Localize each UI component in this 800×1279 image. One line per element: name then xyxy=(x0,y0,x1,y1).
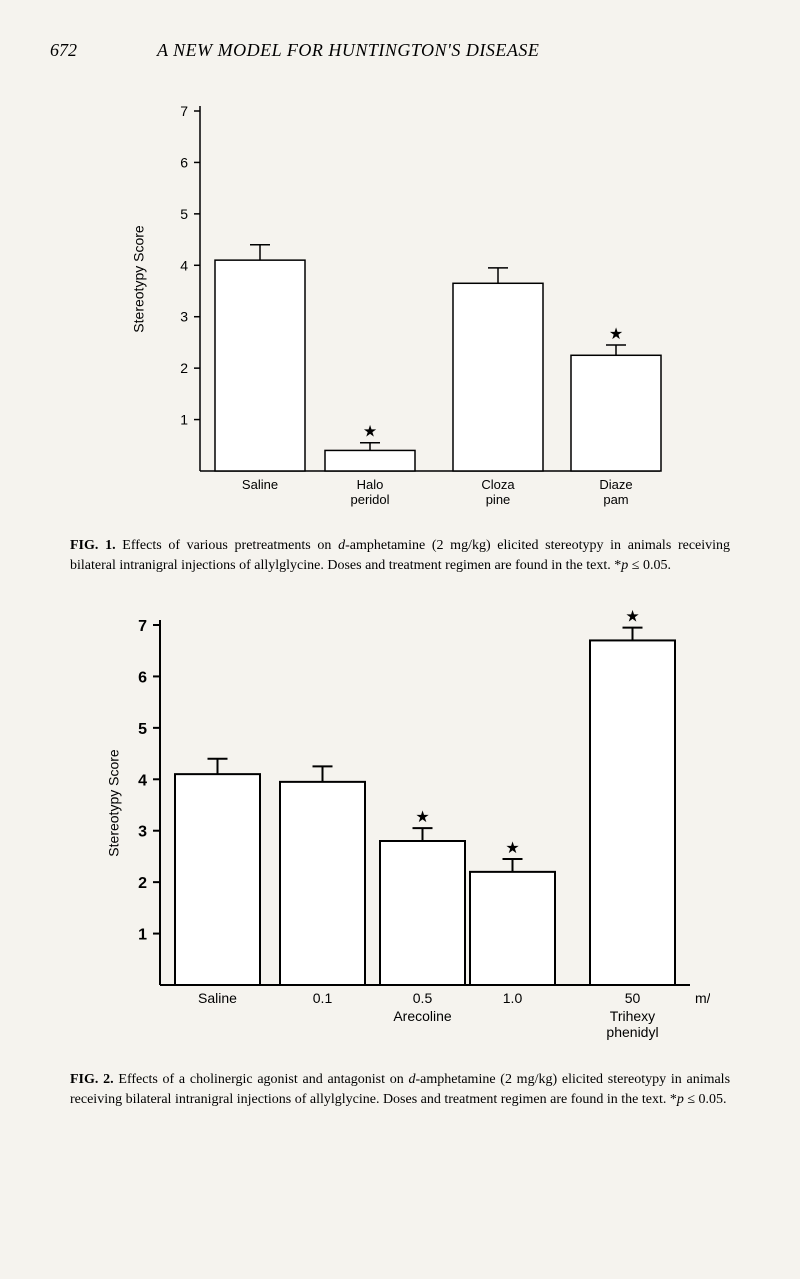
fig1-caption-label: FIG. 1. xyxy=(70,538,116,553)
svg-text:2: 2 xyxy=(138,875,147,892)
figure-2: Stereotypy Score 1 2 3 4 5 6 7 ★ ★ ★ Saline 0.1 0.… xyxy=(50,605,750,1055)
svg-text:1: 1 xyxy=(180,412,188,428)
svg-text:4: 4 xyxy=(138,772,147,789)
svg-text:m/k: m/k xyxy=(695,990,710,1006)
svg-text:phenidyl: phenidyl xyxy=(606,1024,658,1040)
svg-text:6: 6 xyxy=(180,154,188,170)
svg-text:Saline: Saline xyxy=(242,477,278,492)
svg-text:Trihexy: Trihexy xyxy=(610,1008,655,1024)
svg-text:7: 7 xyxy=(138,618,147,635)
svg-text:7: 7 xyxy=(180,103,188,119)
svg-text:5: 5 xyxy=(138,721,147,738)
svg-text:3: 3 xyxy=(180,309,188,325)
page-header: 672 A NEW MODEL FOR HUNTINGTON'S DISEASE xyxy=(50,40,750,61)
svg-text:1.0: 1.0 xyxy=(503,990,523,1006)
svg-text:★: ★ xyxy=(415,809,429,826)
fig2-caption: FIG. 2. Effects of a cholinergic agonist… xyxy=(50,1070,750,1109)
svg-text:★: ★ xyxy=(505,840,519,857)
fig2-caption-label: FIG. 2. xyxy=(70,1072,114,1087)
svg-text:0.5: 0.5 xyxy=(413,990,433,1006)
figure-1: Stereotypy Score 1 2 3 4 5 6 7 ★ ★ Saline Halope… xyxy=(50,91,750,521)
svg-text:pam: pam xyxy=(603,492,628,507)
page-title: A NEW MODEL FOR HUNTINGTON'S DISEASE xyxy=(157,40,539,61)
svg-text:1: 1 xyxy=(138,927,147,944)
svg-text:Arecoline: Arecoline xyxy=(393,1008,452,1024)
page-number: 672 xyxy=(50,40,77,61)
svg-text:6: 6 xyxy=(138,670,147,687)
fig1-chart: 1 2 3 4 5 6 7 ★ ★ Saline Haloperidol Clozapine Dia… xyxy=(120,91,680,521)
svg-text:4: 4 xyxy=(180,257,188,273)
fig2-chart: 1 2 3 4 5 6 7 ★ ★ ★ Saline 0.1 0.5 1.0 50 Arecoline Tr… xyxy=(90,605,710,1055)
svg-text:Cloza: Cloza xyxy=(481,477,515,492)
svg-text:Diaze: Diaze xyxy=(599,477,632,492)
svg-text:pine: pine xyxy=(486,492,511,507)
fig2-y-axis-label: Stereotypy Score xyxy=(106,749,122,856)
svg-text:0.1: 0.1 xyxy=(313,990,333,1006)
fig2-caption-text: Effects of a cholinergic agonist and ant… xyxy=(70,1072,730,1107)
svg-text:peridol: peridol xyxy=(350,492,389,507)
svg-text:Halo: Halo xyxy=(357,477,384,492)
svg-text:50: 50 xyxy=(625,990,641,1006)
svg-text:★: ★ xyxy=(625,609,639,626)
svg-text:★: ★ xyxy=(363,424,377,441)
svg-text:★: ★ xyxy=(609,326,623,343)
fig1-caption-text: Effects of various pretreatments on d-am… xyxy=(70,538,730,573)
svg-text:2: 2 xyxy=(180,360,188,376)
fig1-y-axis-label: Stereotypy Score xyxy=(131,225,147,332)
svg-text:3: 3 xyxy=(138,824,147,841)
svg-text:5: 5 xyxy=(180,206,188,222)
fig1-caption: FIG. 1. Effects of various pretreatments… xyxy=(50,536,750,575)
svg-text:Saline: Saline xyxy=(198,990,237,1006)
